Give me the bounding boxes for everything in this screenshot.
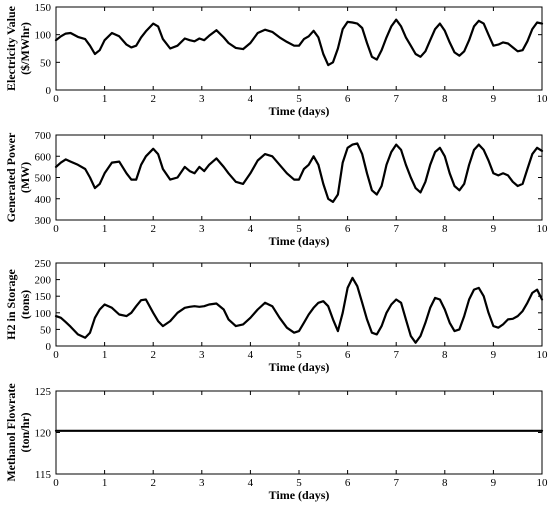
y-tick-label: 150 — [35, 2, 52, 14]
x-tick-label: 9 — [491, 93, 497, 105]
y-axis-label-line-1: Methanol Flowrate — [4, 383, 18, 482]
x-axis-label: Time (days) — [269, 104, 330, 118]
y-tick-label: 0 — [46, 85, 52, 97]
y-axis-label-line-2: (ton/hr) — [18, 413, 32, 453]
x-tick-label: 0 — [53, 223, 59, 235]
y-tick-label: 150 — [35, 291, 52, 303]
series-line-1 — [54, 142, 544, 203]
y-axis-label-line-2: ($/MWhr) — [18, 22, 32, 75]
y-tick-label: 115 — [35, 469, 52, 481]
x-tick-label: 8 — [442, 223, 448, 235]
x-tick-label: 7 — [393, 477, 399, 489]
x-tick-label: 9 — [491, 477, 497, 489]
x-tick-label: 9 — [491, 349, 497, 361]
x-tick-label: 5 — [296, 477, 302, 489]
x-tick-label: 5 — [296, 349, 302, 361]
x-tick-label: 1 — [102, 349, 108, 361]
x-tick-label: 10 — [537, 93, 549, 105]
y-axis-label-line-1: H2 in Storage — [4, 268, 18, 339]
x-tick-label: 2 — [150, 349, 156, 361]
y-axis-label-line-2: (tons) — [18, 290, 32, 319]
x-axis-label: Time (days) — [269, 488, 330, 502]
x-tick-label: 3 — [199, 223, 205, 235]
x-tick-label: 5 — [296, 93, 302, 105]
x-tick-label: 1 — [102, 93, 108, 105]
x-tick-label: 6 — [345, 477, 351, 489]
x-tick-label: 5 — [296, 223, 302, 235]
axes-frame — [55, 6, 543, 91]
y-tick-label: 250 — [35, 258, 52, 270]
axes-frame — [55, 262, 543, 347]
x-tick-label: 6 — [345, 223, 351, 235]
subplot-4: 0 1 2 3 4 5 6 7 8 9 10 115 120 125 Time (days) Methanol… — [4, 383, 548, 502]
x-axis-label: Time (days) — [269, 234, 330, 248]
y-tick-label: 50 — [40, 57, 52, 69]
x-tick-label: 6 — [345, 349, 351, 361]
x-tick-label: 0 — [53, 349, 59, 361]
x-tick-label: 1 — [102, 477, 108, 489]
x-tick-label: 0 — [53, 477, 59, 489]
x-tick-label: 6 — [345, 93, 351, 105]
x-tick-label: 4 — [248, 349, 254, 361]
x-axis-label: Time (days) — [269, 360, 330, 374]
y-tick-label: 0 — [46, 341, 52, 353]
series-line-1 — [54, 18, 544, 67]
y-tick-label: 700 — [35, 130, 52, 142]
y-tick-label: 600 — [35, 151, 52, 163]
y-tick-label: 300 — [35, 215, 52, 227]
y-tick-label: 400 — [35, 194, 52, 206]
y-tick-label: 100 — [35, 308, 52, 320]
x-tick-label: 8 — [442, 93, 448, 105]
x-tick-label: 0 — [53, 93, 59, 105]
x-tick-label: 4 — [248, 93, 254, 105]
y-axis-label-line-1: Generated Power — [4, 132, 18, 222]
x-tick-label: 1 — [102, 223, 108, 235]
x-tick-label: 7 — [393, 93, 399, 105]
subplot-2: 0 1 2 3 4 5 6 7 8 9 10 300 400 500 600 700 Time (days) Ge… — [4, 130, 548, 248]
x-tick-label: 10 — [537, 349, 549, 361]
axes-frame — [55, 390, 543, 475]
y-tick-label: 100 — [35, 30, 52, 42]
x-tick-label: 3 — [199, 477, 205, 489]
y-tick-label: 500 — [35, 173, 52, 185]
y-tick-label: 50 — [40, 324, 52, 336]
x-tick-label: 8 — [442, 477, 448, 489]
x-tick-label: 4 — [248, 223, 254, 235]
y-tick-label: 120 — [35, 428, 52, 440]
y-tick-label: 125 — [35, 386, 52, 398]
x-tick-label: 9 — [491, 223, 497, 235]
x-tick-label: 8 — [442, 349, 448, 361]
x-tick-label: 10 — [537, 477, 549, 489]
x-tick-label: 2 — [150, 223, 156, 235]
y-tick-label: 200 — [35, 275, 52, 287]
x-tick-label: 4 — [248, 477, 254, 489]
x-tick-label: 7 — [393, 223, 399, 235]
y-axis-label-line-1: Electricity Value — [4, 5, 18, 91]
x-tick-label: 3 — [199, 349, 205, 361]
x-tick-label: 10 — [537, 223, 549, 235]
series-line-1 — [54, 276, 544, 344]
x-tick-label: 2 — [150, 477, 156, 489]
y-axis-label-line-2: (MW) — [18, 162, 32, 193]
x-tick-label: 2 — [150, 93, 156, 105]
x-tick-label: 3 — [199, 93, 205, 105]
x-tick-label: 7 — [393, 349, 399, 361]
